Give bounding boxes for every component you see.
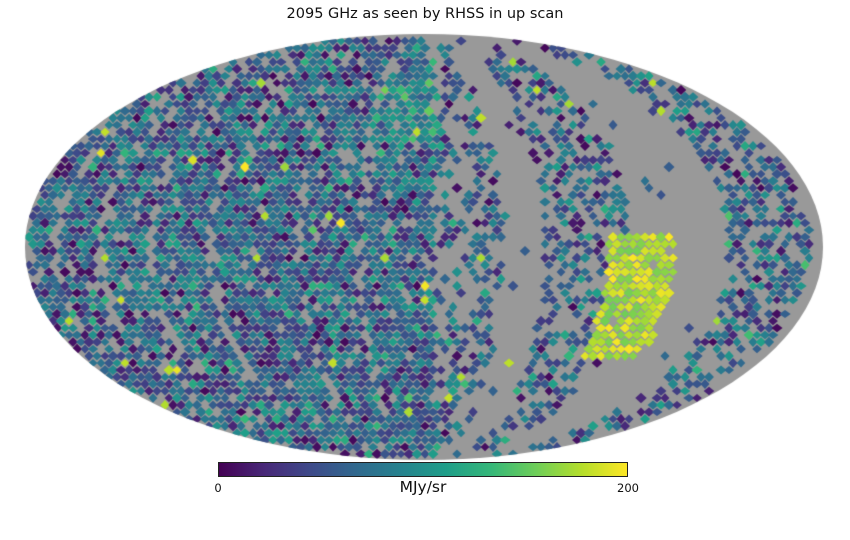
colorbar-tick-max: 200 [617, 481, 639, 495]
chart-title: 2095 GHz as seen by RHSS in up scan [286, 6, 564, 22]
colorbar: 0 200 MJy/sr [214, 462, 639, 496]
colorbar-gradient [218, 462, 628, 477]
colorbar-tick-min: 0 [214, 481, 222, 495]
colorbar-unit-label: MJy/sr [399, 478, 447, 496]
